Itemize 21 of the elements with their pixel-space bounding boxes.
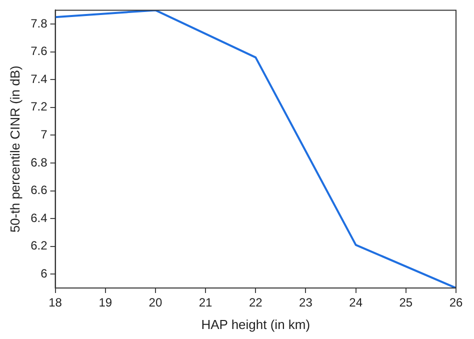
y-tick-label: 7.2 xyxy=(30,100,48,114)
x-tick-label: 18 xyxy=(48,296,62,310)
x-tick-label: 25 xyxy=(399,296,413,310)
x-tick-label: 22 xyxy=(248,296,263,310)
y-tick-label: 6.4 xyxy=(30,210,48,225)
x-axis-title: HAP height (in km) xyxy=(201,316,310,332)
y-tick-label: 7 xyxy=(40,128,48,142)
x-tick-label: 26 xyxy=(449,296,463,310)
y-tick-label: 7.6 xyxy=(30,44,48,58)
y-tick-label: 6 xyxy=(40,266,48,280)
y-tick-label: 6.8 xyxy=(30,155,48,170)
x-tick-label: 19 xyxy=(98,296,112,310)
y-tick-label: 6.6 xyxy=(30,183,48,198)
x-tick-label: 21 xyxy=(198,296,213,310)
x-tick-label: 20 xyxy=(148,296,162,310)
y-axis-title: 50-th percentile CINR (in dB) xyxy=(7,66,22,233)
x-tick-label: 23 xyxy=(299,296,313,310)
x-tick-label: 24 xyxy=(349,296,363,310)
y-tick-label: 6.2 xyxy=(30,238,48,253)
y-tick-label: 7.4 xyxy=(30,72,48,86)
y-tick-label: 7.8 xyxy=(30,16,48,30)
